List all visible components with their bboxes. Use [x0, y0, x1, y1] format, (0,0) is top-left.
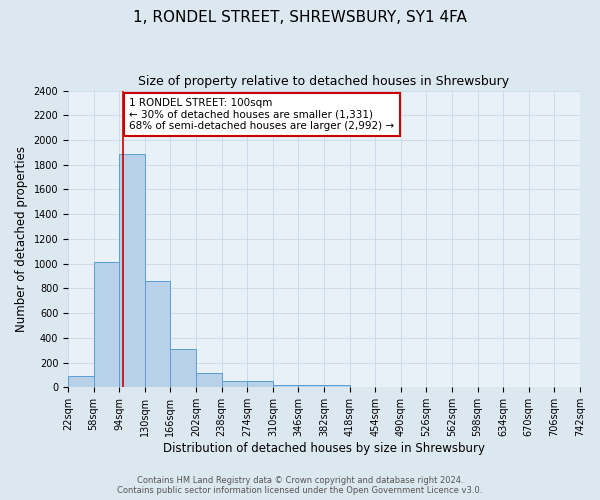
Bar	[247, 382, 273, 388]
Bar	[298, 386, 324, 388]
Bar	[68, 376, 94, 388]
Bar	[94, 262, 119, 388]
Bar	[170, 349, 196, 388]
Bar	[196, 372, 221, 388]
Bar	[273, 385, 298, 388]
Y-axis label: Number of detached properties: Number of detached properties	[15, 146, 28, 332]
Text: Contains HM Land Registry data © Crown copyright and database right 2024.
Contai: Contains HM Land Registry data © Crown c…	[118, 476, 482, 495]
Bar	[221, 380, 247, 388]
Text: 1 RONDEL STREET: 100sqm
← 30% of detached houses are smaller (1,331)
68% of semi: 1 RONDEL STREET: 100sqm ← 30% of detache…	[129, 98, 394, 131]
Bar	[119, 154, 145, 388]
Bar	[324, 385, 350, 388]
Text: 1, RONDEL STREET, SHREWSBURY, SY1 4FA: 1, RONDEL STREET, SHREWSBURY, SY1 4FA	[133, 10, 467, 25]
Title: Size of property relative to detached houses in Shrewsbury: Size of property relative to detached ho…	[139, 75, 509, 88]
X-axis label: Distribution of detached houses by size in Shrewsbury: Distribution of detached houses by size …	[163, 442, 485, 455]
Bar	[145, 281, 170, 388]
